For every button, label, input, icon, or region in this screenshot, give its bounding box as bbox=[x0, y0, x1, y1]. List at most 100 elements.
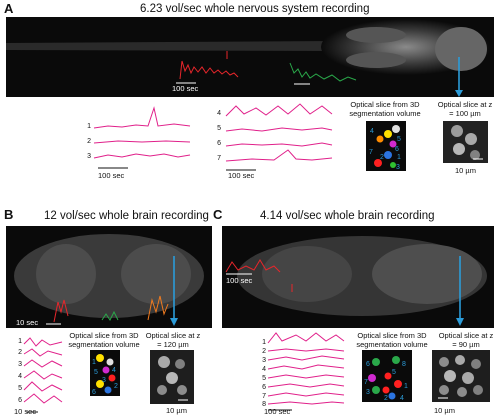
panel-a-left-scale-label: 100 sec bbox=[98, 171, 125, 180]
panel-b-orange-trace bbox=[147, 295, 169, 321]
track-number-b4: 4 bbox=[18, 373, 22, 380]
seg-a-id-6: 6 bbox=[395, 146, 399, 153]
panel-a-zoom-label: Optical slice at z = 100 µm bbox=[437, 100, 493, 118]
panel-a-seg-image: 4 5 6 7 1 2 3 bbox=[366, 121, 406, 171]
panel-b-zoom-scale: 10 µm bbox=[166, 406, 187, 415]
panel-c-tracks bbox=[266, 331, 346, 413]
panel-a-zoom-image bbox=[443, 121, 488, 163]
panel-b-seg-label: Optical slice from 3D segmentation volum… bbox=[68, 331, 140, 349]
trace-c3 bbox=[267, 355, 345, 361]
panel-a-traces-left-svg bbox=[93, 106, 191, 169]
track-number-a6: 6 bbox=[217, 140, 221, 147]
seg-b-id-4: 4 bbox=[112, 367, 116, 374]
panel-a-green-trace bbox=[289, 62, 357, 82]
panel-b-zoom-image bbox=[150, 350, 194, 404]
track-number-b2: 2 bbox=[18, 349, 22, 356]
track-number-c4: 4 bbox=[262, 366, 266, 373]
panel-a-zoom-scale: 10 µm bbox=[455, 166, 476, 175]
panel-b-red-scale-label: 10 sec bbox=[16, 318, 39, 327]
panel-b-tracks-scale-label: 10 sec bbox=[14, 407, 37, 416]
trace-a3 bbox=[93, 153, 191, 159]
panel-b-zoom-label: Optical slice at z = 120 µm bbox=[145, 331, 201, 349]
track-number-a4: 4 bbox=[217, 110, 221, 117]
trace-b2 bbox=[23, 348, 63, 357]
panel-b-green-trace bbox=[101, 310, 119, 321]
seg-a-id-3: 3 bbox=[396, 164, 400, 171]
panel-c-zoom-image bbox=[432, 350, 490, 402]
trace-a1 bbox=[93, 106, 191, 129]
seg-c-id-2: 2 bbox=[384, 395, 388, 402]
panel-c-title: 4.14 vol/sec whole brain recording bbox=[260, 210, 435, 222]
trace-c6 bbox=[267, 383, 345, 388]
panel-a-title: 6.23 vol/sec whole nervous system record… bbox=[140, 3, 370, 15]
track-number-c5: 5 bbox=[262, 375, 266, 382]
seg-a-id-2: 2 bbox=[380, 154, 384, 161]
track-number-c8: 8 bbox=[262, 401, 266, 408]
panel-c-zoom-label: Optical slice at z = 90 µm bbox=[438, 331, 494, 349]
panel-label-b: B bbox=[4, 207, 14, 222]
trace-c7 bbox=[267, 392, 345, 397]
track-number-c2: 2 bbox=[262, 348, 266, 355]
trace-c1 bbox=[267, 332, 345, 344]
trace-a2 bbox=[93, 140, 191, 144]
seg-c-id-5: 5 bbox=[392, 369, 396, 376]
trace-b5 bbox=[23, 381, 63, 392]
seg-c-id-1: 1 bbox=[404, 383, 408, 390]
seg-b-id-6: 6 bbox=[92, 389, 96, 396]
seg-a-id-7: 7 bbox=[369, 149, 373, 156]
trace-b1 bbox=[23, 337, 63, 347]
panel-a-red-trace bbox=[179, 60, 239, 80]
panel-c-seg-label: Optical slice from 3D segmentation volum… bbox=[356, 331, 428, 349]
trace-c2 bbox=[267, 348, 345, 352]
panel-a-tracks-left bbox=[88, 104, 198, 174]
panel-b-seg-image: 1 5 4 6 2 3 bbox=[90, 350, 120, 396]
track-number-b1: 1 bbox=[18, 338, 22, 345]
seg-b-id-3: 3 bbox=[102, 377, 106, 384]
panel-c-seg-image: 6 8 7 5 3 2 1 4 bbox=[362, 350, 412, 402]
panel-c-red-scale-label: 100 sec bbox=[226, 276, 253, 285]
seg-c-id-3: 3 bbox=[366, 389, 370, 396]
trace-c5 bbox=[267, 374, 345, 379]
panel-a-tracks-right bbox=[222, 100, 337, 176]
panel-a-micrograph bbox=[6, 17, 494, 97]
seg-a-id-1: 1 bbox=[397, 154, 401, 161]
track-number-c6: 6 bbox=[262, 384, 266, 391]
panel-a-red-scale-label: 100 sec bbox=[172, 84, 199, 93]
panel-a-right-scale-label: 100 sec bbox=[228, 171, 255, 180]
track-number-a5: 5 bbox=[217, 125, 221, 132]
trace-b6 bbox=[23, 393, 63, 404]
seg-c-id-6: 6 bbox=[366, 361, 370, 368]
trace-a6 bbox=[225, 142, 333, 147]
trace-a4 bbox=[225, 103, 333, 117]
panel-c-red-trace bbox=[225, 259, 281, 273]
seg-c-id-7: 7 bbox=[364, 379, 368, 386]
track-number-b5: 5 bbox=[18, 385, 22, 392]
track-number-c1: 1 bbox=[262, 339, 266, 346]
track-number-b3: 3 bbox=[18, 361, 22, 368]
seg-b-id-2: 2 bbox=[114, 383, 118, 390]
trace-a7 bbox=[225, 149, 333, 162]
track-number-b6: 6 bbox=[18, 397, 22, 404]
trace-c8 bbox=[267, 401, 345, 405]
seg-b-id-1: 1 bbox=[92, 359, 96, 366]
panel-c-tracks-scale-label: 100 sec bbox=[264, 407, 291, 416]
seg-a-id-4: 4 bbox=[370, 128, 374, 135]
trace-c4 bbox=[267, 364, 345, 370]
track-number-a2: 2 bbox=[87, 138, 91, 145]
track-number-c3: 3 bbox=[262, 357, 266, 364]
panel-c-zoom-scale: 10 µm bbox=[434, 406, 455, 415]
panel-b-tracks bbox=[22, 336, 66, 416]
panel-a-seg-label: Optical slice from 3D segmentation volum… bbox=[349, 100, 421, 118]
panel-label-c: C bbox=[213, 207, 223, 222]
seg-b-id-5: 5 bbox=[94, 369, 98, 376]
track-number-c7: 7 bbox=[262, 393, 266, 400]
trace-b3 bbox=[23, 359, 63, 368]
panel-label-a: A bbox=[4, 1, 14, 16]
seg-a-id-5: 5 bbox=[397, 136, 401, 143]
track-number-a7: 7 bbox=[217, 155, 221, 162]
seg-c-id-4: 4 bbox=[400, 395, 404, 402]
trace-b4 bbox=[23, 370, 63, 380]
panel-b-micrograph bbox=[6, 226, 212, 328]
trace-a5 bbox=[225, 127, 333, 132]
track-number-a1: 1 bbox=[87, 123, 91, 130]
